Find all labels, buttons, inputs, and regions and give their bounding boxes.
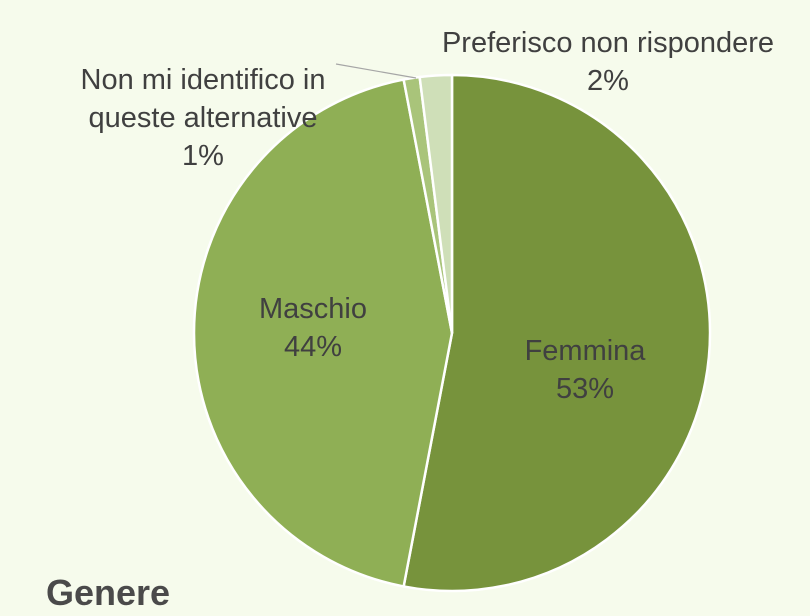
data-label: Femmina 53% bbox=[485, 332, 685, 408]
data-label: Maschio 44% bbox=[213, 290, 413, 366]
leader-line bbox=[335, 63, 417, 79]
slice-value: 53% bbox=[555, 373, 615, 405]
slice-name: Non mi identifico in queste alternative bbox=[80, 64, 326, 134]
pie-slice bbox=[402, 73, 712, 593]
slice-name: Preferisco non rispondere bbox=[441, 27, 775, 59]
slice-name: Femmina bbox=[524, 335, 646, 367]
slice-value: 44% bbox=[283, 331, 343, 363]
chart-title: Genere bbox=[46, 572, 171, 613]
data-label: Non mi identifico in queste alternative 1… bbox=[58, 61, 348, 175]
data-label: Preferisco non rispondere 2% bbox=[398, 24, 810, 100]
slice-value: 1% bbox=[182, 140, 224, 172]
pie-slice bbox=[418, 73, 454, 334]
slice-value: 2% bbox=[587, 65, 629, 97]
pie-slice bbox=[192, 78, 454, 588]
slice-name: Maschio bbox=[259, 293, 367, 325]
